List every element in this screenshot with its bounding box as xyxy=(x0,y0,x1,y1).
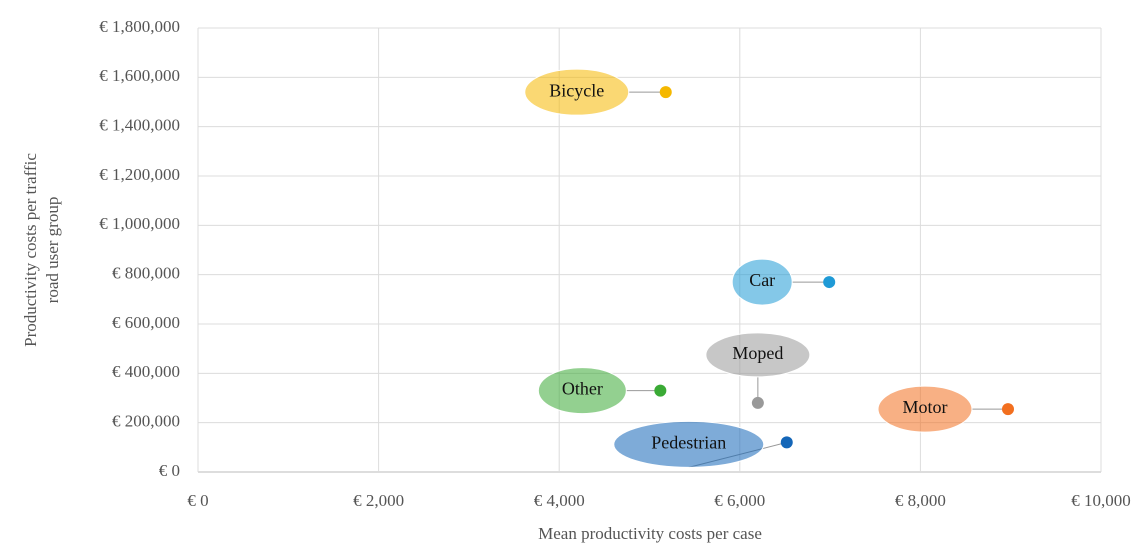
x-tick-label: € 0 xyxy=(187,491,208,510)
label-bubble xyxy=(731,258,793,306)
y-tick-label: € 1,600,000 xyxy=(99,66,180,85)
label-bubble xyxy=(613,420,765,468)
point-label: Motor xyxy=(902,397,947,417)
y-axis-title: Productivity costs per traffic road user… xyxy=(21,153,62,347)
label-bubble xyxy=(524,68,630,116)
label-bubble xyxy=(705,332,811,378)
label-bubble xyxy=(537,367,627,415)
point-label: Pedestrian xyxy=(651,433,726,453)
x-tick-label: € 10,000 xyxy=(1071,491,1131,510)
point-label: Other xyxy=(562,379,603,399)
x-tick-label: € 4,000 xyxy=(534,491,585,510)
x-tick-label: € 8,000 xyxy=(895,491,946,510)
y-axis-title-line: road user group xyxy=(43,197,62,304)
y-tick-label: € 600,000 xyxy=(112,313,180,332)
y-tick-label: € 800,000 xyxy=(112,264,180,283)
point-label: Bicycle xyxy=(549,80,604,100)
y-tick-label: € 200,000 xyxy=(112,412,180,431)
x-axis-title: Mean productivity costs per case xyxy=(538,524,762,543)
label-bubble xyxy=(877,385,973,433)
point-label: Moped xyxy=(732,343,783,363)
point xyxy=(751,396,764,409)
y-tick-label: € 0 xyxy=(159,461,180,480)
point xyxy=(659,86,672,99)
point xyxy=(1001,403,1014,416)
point xyxy=(823,276,836,289)
point xyxy=(780,436,793,449)
y-tick-label: € 1,400,000 xyxy=(99,116,180,135)
y-tick-label: € 1,000,000 xyxy=(99,214,180,233)
y-axis-title-line: Productivity costs per traffic xyxy=(21,153,40,347)
point-label: Car xyxy=(749,270,775,290)
x-tick-label: € 2,000 xyxy=(353,491,404,510)
point xyxy=(654,384,667,397)
y-tick-label: € 1,800,000 xyxy=(99,17,180,36)
x-tick-label: € 6,000 xyxy=(714,491,765,510)
y-tick-label: € 400,000 xyxy=(112,362,180,381)
y-tick-label: € 1,200,000 xyxy=(99,165,180,184)
